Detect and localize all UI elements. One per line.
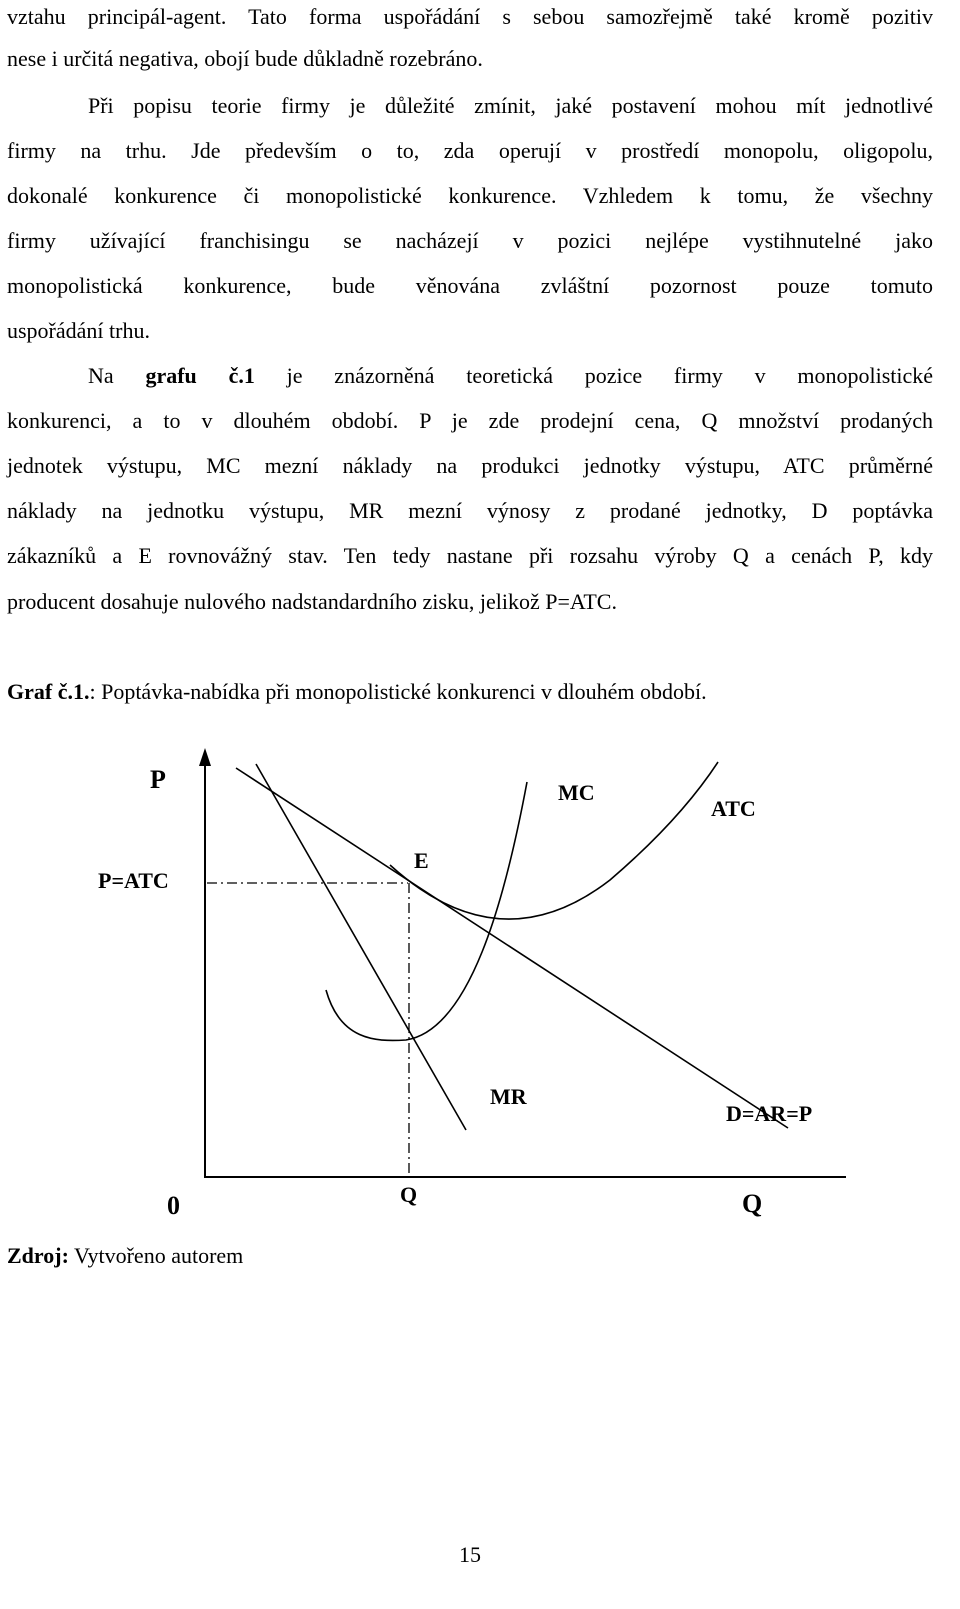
- paragraph-line: dokonalé konkurence či monopolistické ko…: [7, 183, 933, 208]
- demand-label: D=AR=P: [726, 1101, 812, 1126]
- p-atc-label: P=ATC: [98, 868, 169, 893]
- economics-diagram: P MC ATC P=ATC E MR D=AR=P 0 Q Q: [98, 748, 846, 1220]
- source-note: Zdroj: Vytvořeno autorem: [7, 1243, 933, 1269]
- marginal-revenue-curve: [255, 763, 467, 1131]
- quantity-axis-label: Q: [742, 1189, 762, 1218]
- average-total-cost-curve: [389, 761, 719, 920]
- equilibrium-label: E: [414, 848, 429, 873]
- caption-text: : Poptávka-nabídka při monopolistické ko…: [89, 679, 707, 704]
- paragraph-line: Na grafu č.1 je znázorněná teoretická po…: [88, 363, 933, 389]
- quantity-point-label: Q: [400, 1182, 417, 1207]
- source-label: Zdroj:: [7, 1243, 69, 1268]
- marginal-cost-curve: [325, 781, 528, 1042]
- text: je znázorněná teoretická pozice firmy v …: [286, 363, 934, 388]
- atc-label: ATC: [711, 796, 756, 821]
- origin-label: 0: [167, 1191, 180, 1220]
- source-text: Vytvořeno autorem: [68, 1243, 244, 1268]
- paragraph-line: firmy na trhu. Jde především o to, zda o…: [7, 138, 933, 163]
- paragraph-line: jednotek výstupu, MC mezní náklady na pr…: [7, 453, 933, 478]
- mc-label: MC: [558, 780, 595, 805]
- y-axis-arrow: [199, 748, 211, 766]
- text: Na: [88, 363, 114, 388]
- price-axis-label: P: [150, 765, 166, 794]
- figure-reference: grafu č.1: [145, 363, 255, 388]
- paragraph-line: nese i určitá negativa, obojí bude důkla…: [7, 46, 483, 71]
- caption-label: Graf č.1.: [7, 679, 90, 704]
- paragraph-line: konkurenci, a to v dlouhém období. P je …: [7, 408, 933, 433]
- paragraph-line: firmy užívající franchisingu se nacházej…: [7, 228, 933, 253]
- paragraph-line: náklady na jednotku výstupu, MR mezní vý…: [7, 498, 933, 523]
- paragraph-line: Při popisu teorie firmy je důležité zmín…: [88, 93, 933, 118]
- page-number: 15: [459, 1542, 481, 1567]
- paragraph-line: monopolistická konkurence, bude věnována…: [7, 273, 933, 298]
- paragraph-line: uspořádání trhu.: [7, 318, 150, 343]
- paragraph-line: zákazníků a E rovnovážný stav. Ten tedy …: [7, 543, 933, 568]
- figure-caption: Graf č.1.: Poptávka-nabídka při monopoli…: [7, 679, 933, 705]
- paragraph-line: vztahu principál-agent. Tato forma uspoř…: [7, 4, 933, 29]
- paragraph-line: producent dosahuje nulového nadstandardn…: [7, 589, 617, 614]
- demand-curve: [235, 767, 789, 1129]
- mr-label: MR: [490, 1084, 528, 1109]
